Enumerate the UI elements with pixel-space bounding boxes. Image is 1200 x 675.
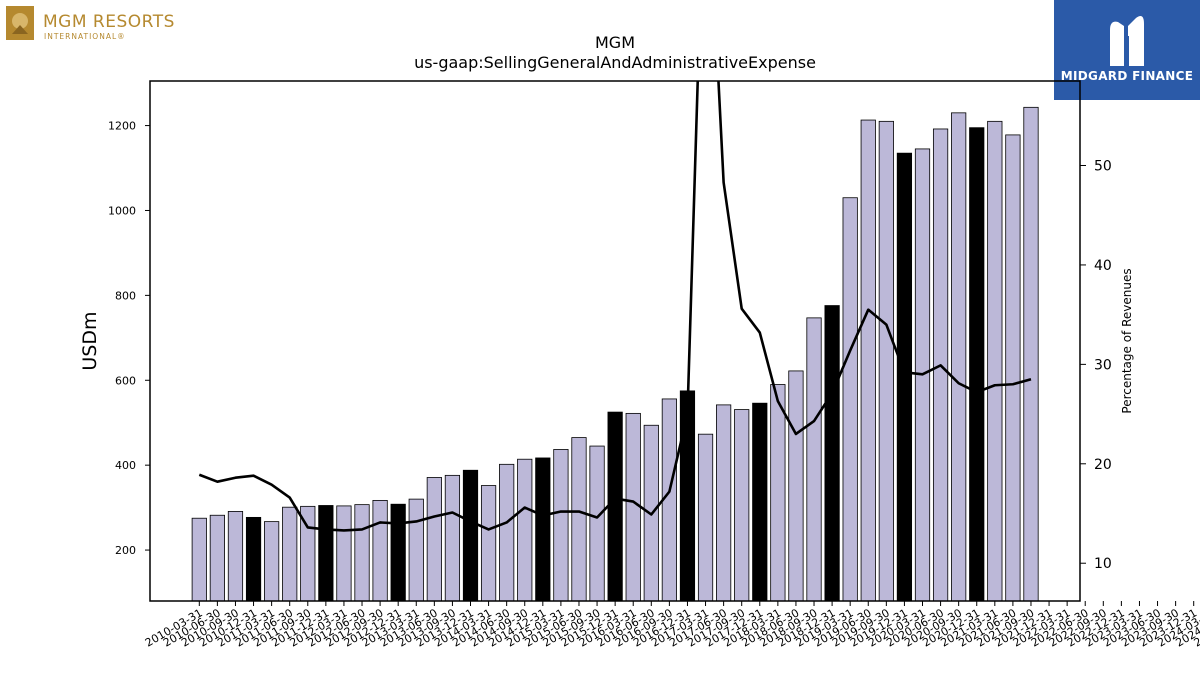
bar <box>480 485 497 602</box>
y2-axis-label: Percentage of Revenues <box>1120 268 1134 413</box>
bar <box>697 433 714 602</box>
y2-tick-label: 50 <box>1094 159 1112 175</box>
bar <box>716 404 732 602</box>
bar <box>499 463 515 602</box>
bar <box>227 511 244 602</box>
y2-tick-label: 40 <box>1094 258 1112 274</box>
bar <box>282 506 298 602</box>
y2-tick-label: 10 <box>1094 556 1112 572</box>
y2-tick-label: 20 <box>1094 457 1112 473</box>
bar <box>336 505 352 602</box>
right-y-ticks: 10 20 30 40 50 <box>1080 159 1112 572</box>
y-tick-label: 600 <box>115 374 136 387</box>
bar <box>589 445 605 602</box>
bar <box>372 499 388 602</box>
bar <box>770 384 786 602</box>
bar <box>426 477 442 602</box>
bar <box>553 449 569 602</box>
bar <box>842 197 858 602</box>
midgard-logo-name: MIDGARD FINANCE <box>1060 69 1194 83</box>
bar <box>806 317 822 602</box>
bar <box>951 112 967 602</box>
mgm-logo-name: MGM RESORTS <box>43 12 175 32</box>
y-tick-label: 1200 <box>108 120 136 133</box>
bar <box>860 119 876 602</box>
y2-tick-label: 30 <box>1094 357 1112 373</box>
bar <box>878 120 894 602</box>
bar <box>607 411 623 602</box>
bar <box>896 152 913 602</box>
bar <box>444 474 461 602</box>
bar <box>245 516 262 602</box>
y-tick-label: 800 <box>115 289 136 302</box>
left-y-ticks: 200 400 600 800 1000 1200 <box>108 120 150 557</box>
bar <box>679 390 696 602</box>
lion-emblem-icon <box>6 6 34 40</box>
midgard-mark-icon <box>1110 16 1144 66</box>
chart-title: MGM <box>595 33 635 52</box>
bar <box>824 305 840 602</box>
bar <box>625 412 641 602</box>
bar <box>571 437 587 602</box>
bar-series <box>191 106 1039 602</box>
bar <box>734 409 750 602</box>
x-ticks: 2010-03-312010-06-302010-09-302010-12-31… <box>143 601 1200 650</box>
bar <box>517 458 533 602</box>
bar <box>752 402 768 602</box>
bar <box>209 514 225 602</box>
bar <box>535 457 551 602</box>
mgm-logo-subtitle: INTERNATIONAL® <box>44 32 126 41</box>
y-tick-label: 400 <box>115 459 136 472</box>
bar <box>969 127 985 602</box>
bar <box>318 505 334 602</box>
series-line-percentage-of-revenues <box>198 81 1032 532</box>
y-tick-label: 200 <box>115 544 136 557</box>
bar <box>1005 134 1021 602</box>
bar <box>354 504 370 602</box>
bar <box>264 521 280 602</box>
bar <box>1023 106 1039 602</box>
line-series <box>198 81 1032 532</box>
bar <box>408 498 424 602</box>
y-tick-label: 1000 <box>108 204 136 217</box>
midgard-finance-logo: MIDGARD FINANCE <box>1054 0 1200 100</box>
bar <box>788 370 804 602</box>
bar <box>462 469 479 602</box>
bar <box>191 517 207 602</box>
y-axis-label: USDm <box>79 311 101 370</box>
bar <box>987 120 1003 602</box>
chart-subtitle: us-gaap:SellingGeneralAndAdministrativeE… <box>414 53 816 72</box>
bar <box>390 503 406 602</box>
mgm-resorts-logo: MGM RESORTS INTERNATIONAL® <box>6 6 206 42</box>
